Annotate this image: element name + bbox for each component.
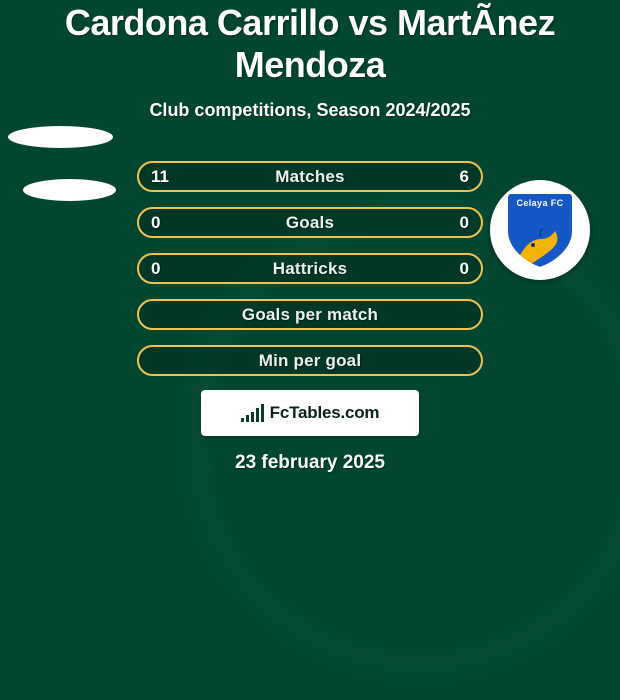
page-title: Cardona Carrillo vs MartÃ­nez Mendoza	[0, 0, 620, 86]
bar-icon-segment	[246, 415, 249, 422]
title-left: Cardona Carrillo	[65, 2, 339, 43]
stat-row: 0 Goals 0	[137, 207, 483, 238]
brand-text: FcTables.com	[270, 403, 380, 423]
stat-row: 11 Matches 6	[137, 161, 483, 192]
title-vs: vs	[348, 2, 387, 43]
bar-chart-icon	[241, 404, 264, 422]
crest-text: Celaya FC	[505, 198, 575, 208]
player-badge-placeholder	[8, 126, 113, 148]
stat-row: 0 Hattricks 0	[137, 253, 483, 284]
date-label: 23 february 2025	[0, 452, 620, 474]
stat-value-right: 6	[460, 167, 469, 187]
stat-label: Matches	[275, 167, 344, 187]
stat-value-left: 11	[151, 167, 169, 187]
brand-card: FcTables.com	[201, 390, 419, 436]
stats-container: 11 Matches 6 0 Goals 0 0 Hattricks 0 Goals per ma…	[137, 161, 483, 376]
stat-row: Min per goal	[137, 345, 483, 376]
club-crest: Celaya FC	[490, 180, 590, 280]
subtitle: Club competitions, Season 2024/2025	[0, 100, 620, 121]
stat-row: Goals per match	[137, 299, 483, 330]
bar-icon-segment	[256, 408, 259, 422]
bar-icon-segment	[241, 418, 244, 422]
shield-icon: Celaya FC	[505, 191, 575, 269]
stat-value-left: 0	[151, 259, 160, 279]
bar-icon-segment	[261, 404, 264, 422]
stat-label: Min per goal	[259, 351, 362, 371]
bar-icon-segment	[251, 412, 254, 422]
stat-label: Goals per match	[242, 305, 378, 325]
stat-label: Goals	[286, 213, 334, 233]
stat-value-right: 0	[460, 259, 469, 279]
stat-label: Hattricks	[273, 259, 348, 279]
player-badge-placeholder	[23, 179, 116, 201]
stat-value-left: 0	[151, 213, 160, 233]
stat-value-right: 0	[460, 213, 469, 233]
